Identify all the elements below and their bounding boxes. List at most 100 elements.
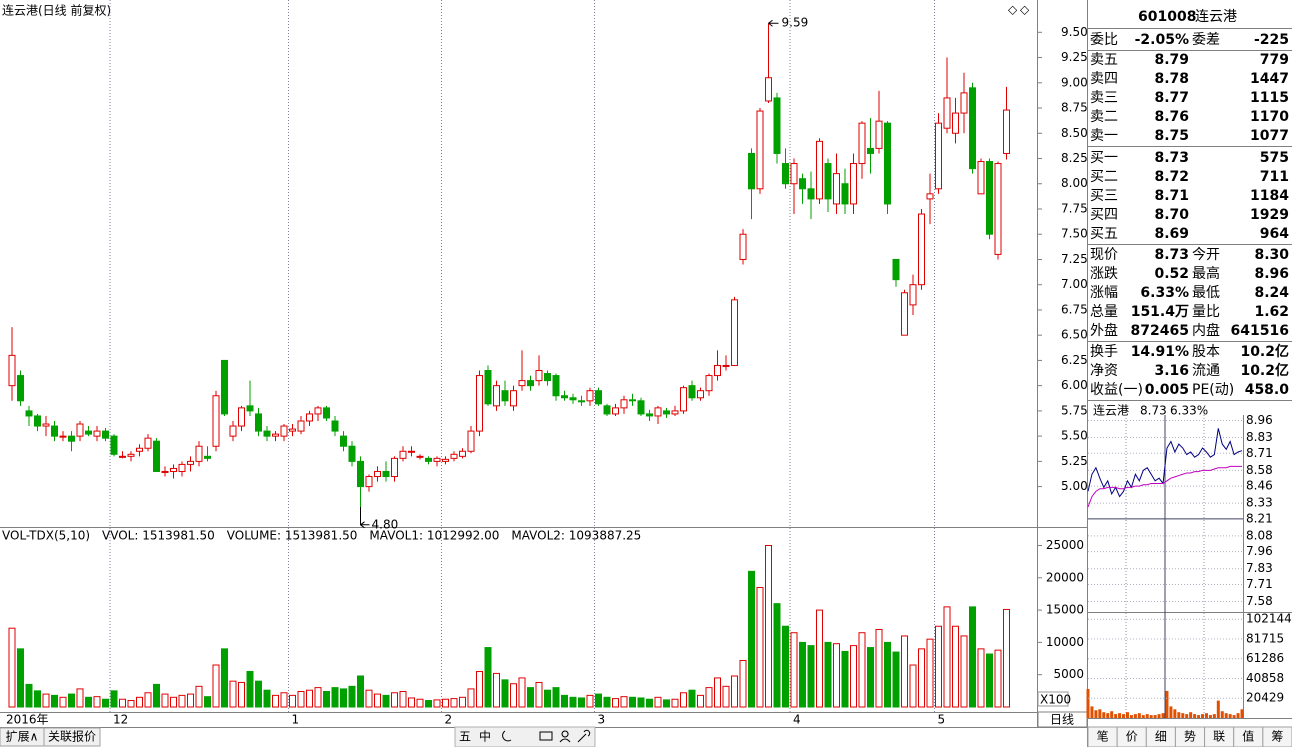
x-tick-label: 2 [445, 713, 453, 727]
candle-body [748, 152, 755, 190]
candle-body [136, 447, 143, 452]
volume-bar [17, 648, 24, 708]
field-value: 8.24 [1254, 285, 1289, 301]
mini-volume-bar [1189, 712, 1193, 718]
depth-volume: 779 [1260, 52, 1289, 68]
tab[interactable]: 势 [1184, 730, 1196, 744]
volume-bar [935, 625, 942, 708]
candle-body [952, 112, 959, 134]
unit-frame [1037, 691, 1069, 707]
y-tick-label: 6.00 [1061, 378, 1088, 392]
tab[interactable]: 价 [1126, 730, 1138, 744]
mini-volume-bar [1090, 706, 1094, 718]
y-tick-label: 8.33 [1246, 496, 1273, 510]
mini-volume-bar [1193, 714, 1197, 718]
candle-body [697, 390, 704, 399]
y-tick-label: 5000 [1053, 667, 1084, 681]
candle-body [510, 390, 517, 407]
tab[interactable]: 扩展∧ [6, 730, 39, 744]
field-label: 涨幅 [1090, 285, 1118, 301]
candle-body [943, 97, 951, 129]
depth-price: 8.76 [1154, 109, 1189, 125]
candle-body [1003, 109, 1010, 154]
ime-toolbar[interactable] [454, 726, 596, 747]
period-button-frame[interactable] [1037, 711, 1088, 728]
indicator-label: VVOL: 1513981.50 [102, 529, 215, 543]
volume-bar [306, 689, 313, 708]
volume-bar [688, 689, 696, 708]
candle-body [119, 455, 126, 458]
field-label: 流通 [1192, 363, 1220, 379]
volume-bar [909, 664, 917, 708]
tab[interactable]: 细 [1155, 730, 1167, 744]
tab[interactable]: 关联报价 [48, 729, 96, 744]
volume-bar [833, 643, 840, 708]
candle-body [212, 395, 220, 447]
volume-bar [654, 696, 662, 708]
mini-volume-bar [1224, 713, 1228, 718]
toolbar-icon[interactable] [577, 729, 591, 743]
mini-volume-bar [1232, 715, 1236, 718]
x-tick-label: 3 [598, 713, 606, 727]
toolbar-button[interactable]: 中 [479, 729, 491, 744]
volume-bar [280, 692, 288, 708]
candle-body [110, 435, 118, 455]
volume-bar [586, 694, 594, 708]
volume-bar [510, 683, 517, 708]
volume-bar [544, 689, 551, 708]
toolbar-icon[interactable] [559, 730, 571, 743]
candle-body [459, 450, 466, 457]
candle-body [918, 213, 925, 286]
mini-volume-bar [1125, 712, 1129, 718]
tab-frame[interactable] [1262, 726, 1292, 747]
annotation-arrow [360, 506, 370, 529]
tab[interactable]: 联 [1213, 730, 1225, 744]
field-label: 今开 [1192, 247, 1220, 263]
depth-label: 买三 [1090, 188, 1118, 204]
mini-volume-bar [1129, 715, 1133, 718]
field-value: 8.96 [1254, 266, 1289, 282]
y-tick-label: 8.21 [1246, 511, 1273, 525]
volume-bar [391, 692, 398, 708]
mini-volume-bar [1165, 690, 1169, 718]
field-value: 1.62 [1254, 304, 1289, 320]
indicator-label: MAVOL2: 1093887.25 [511, 529, 641, 543]
candle-body [799, 178, 806, 190]
toolbar-icon[interactable] [502, 730, 512, 742]
candle-body [399, 450, 407, 459]
candle-body [263, 430, 271, 437]
period-button[interactable]: 日线 [1050, 713, 1074, 727]
icon[interactable]: ◇ [1008, 3, 1018, 17]
volume-bar [357, 675, 364, 708]
candle-body [663, 410, 670, 415]
volume-bar [144, 692, 152, 708]
tab[interactable]: 筹 [1271, 730, 1283, 744]
volume-bar [170, 696, 177, 708]
candle-body [612, 407, 619, 415]
mini-volume-bar [1098, 709, 1102, 718]
price-line [1087, 428, 1243, 498]
field-label: 委比 [1090, 32, 1118, 48]
field-value: 10.2亿 [1240, 362, 1289, 379]
toolbar-button[interactable]: 五 [459, 730, 471, 744]
candle-body [790, 163, 798, 185]
volume-bar [756, 586, 764, 708]
candle-body [289, 428, 296, 432]
tab[interactable]: 笔 [1097, 729, 1109, 744]
y-tick-label: 9.50 [1061, 25, 1088, 39]
icon[interactable]: ◇ [1020, 3, 1030, 17]
mini-volume-bar [1114, 714, 1118, 718]
mini-volume-bar [1094, 710, 1098, 718]
depth-volume: 1447 [1250, 71, 1289, 87]
volume-bar [637, 697, 645, 708]
toolbar-icon[interactable] [539, 731, 553, 741]
tab[interactable]: 值 [1242, 729, 1254, 744]
tab-frame[interactable] [43, 727, 101, 747]
depth-label: 卖一 [1090, 128, 1118, 144]
volume-bar [765, 545, 772, 708]
volume-bar [433, 699, 441, 708]
volume-bar [127, 700, 135, 708]
volume-bar [561, 694, 568, 708]
